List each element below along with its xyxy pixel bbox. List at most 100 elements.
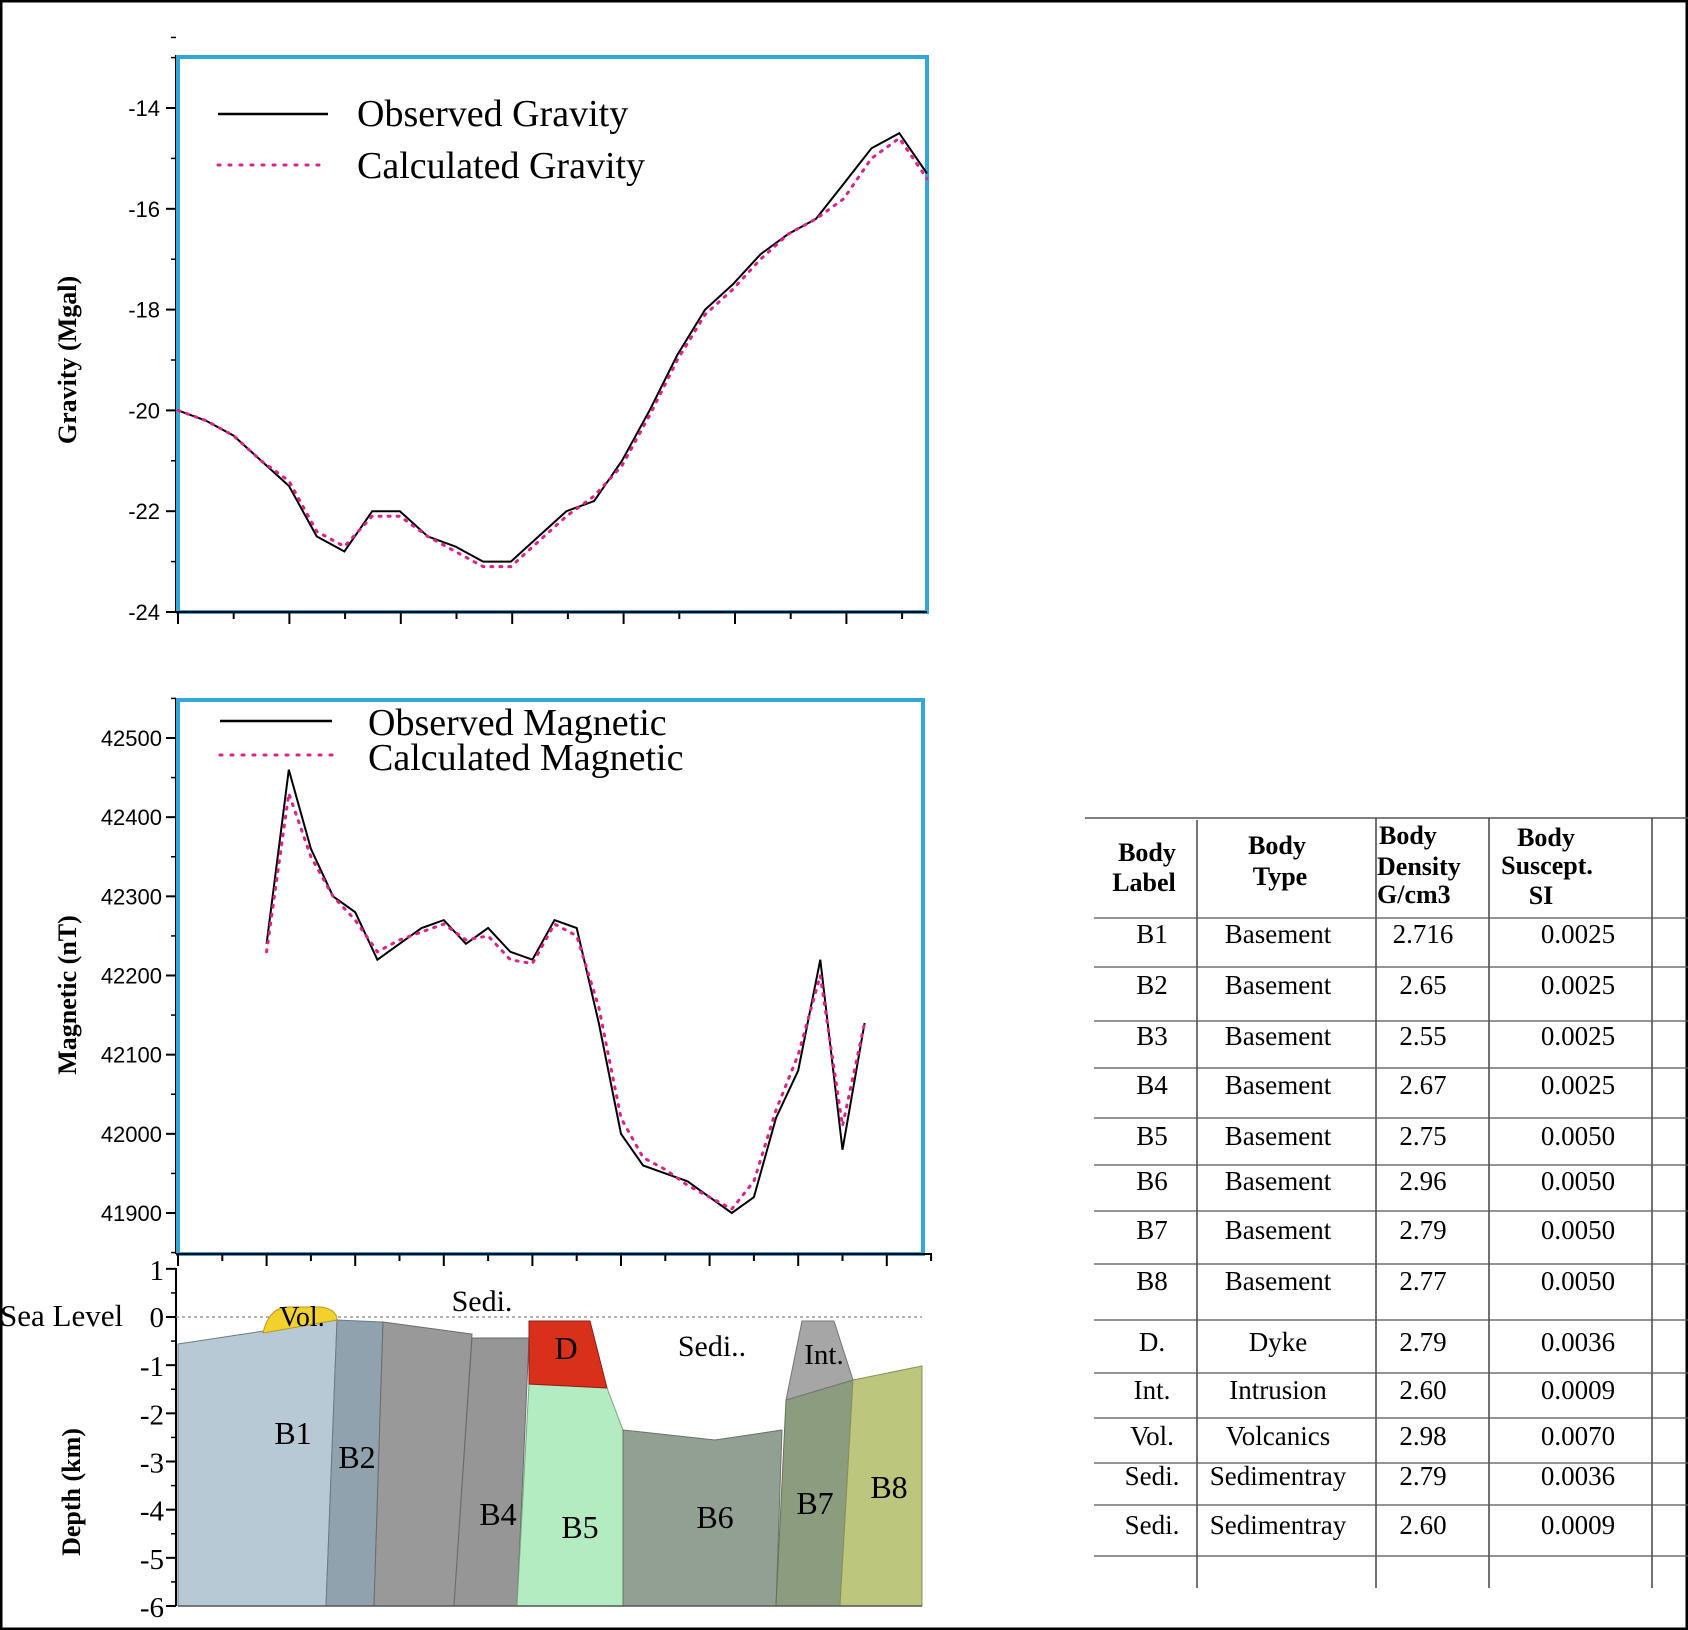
table-cell: 2.77 — [1399, 1266, 1446, 1296]
table-row: B4 Basement 2.67 0.0025 — [1136, 1070, 1615, 1100]
gravity-y-tick-label: -24 — [128, 600, 160, 625]
table-row: D. Dyke 2.79 0.0036 — [1139, 1327, 1615, 1357]
table-cell: 0.0050 — [1541, 1166, 1615, 1196]
depth-y-tick-label: 0 — [150, 1302, 165, 1334]
header-type-line2: Type — [1253, 862, 1307, 891]
magnetic-y-tick-label: 42400 — [101, 805, 162, 830]
header-suscept-line1: Body — [1517, 823, 1575, 852]
area-label-sedi-upper: Sedi. — [452, 1285, 513, 1318]
depth-y-tick-label: -2 — [140, 1399, 164, 1431]
magnetic-y-tick-label: 42200 — [101, 964, 162, 989]
table-cell: Basement — [1225, 1021, 1332, 1051]
magnetic-legend: Observed Magnetic Calculated Magnetic — [218, 702, 684, 779]
depth-y-tick-label: -4 — [140, 1496, 165, 1528]
table-cell: Sedi. — [1125, 1461, 1180, 1491]
table-cell: 0.0050 — [1541, 1215, 1615, 1245]
body-b5 — [516, 1383, 624, 1607]
table-cell: 2.67 — [1399, 1070, 1446, 1100]
body-label-d: D — [554, 1330, 577, 1366]
header-label-line2: Label — [1112, 868, 1176, 897]
table-cell: 0.0036 — [1541, 1461, 1615, 1491]
body-label-b8: B8 — [870, 1469, 907, 1505]
table-cell: B5 — [1136, 1121, 1168, 1151]
table-row: B8 Basement 2.77 0.0050 — [1136, 1266, 1615, 1296]
gravity-y-tick-label: -14 — [128, 96, 160, 121]
table-cell: Sedi. — [1125, 1510, 1180, 1540]
body-vol — [262, 1306, 338, 1334]
depth-y-tick-label: 1 — [150, 1255, 165, 1287]
body-label-b4: B4 — [479, 1496, 516, 1532]
table-cell: 0.0050 — [1541, 1266, 1615, 1296]
body-label-b2: B2 — [338, 1439, 375, 1475]
table-row: B5 Basement 2.75 0.0050 — [1136, 1121, 1615, 1151]
properties-table: Body Label Body Type Body Density G/cm3 … — [1085, 817, 1688, 1588]
gravity-y-tick-label: -22 — [128, 499, 160, 524]
table-cell: 2.96 — [1399, 1166, 1446, 1196]
table-row: Sedi. Sedimentray 2.79 0.0036 — [1125, 1461, 1616, 1491]
gravity-series-observed — [177, 131, 928, 563]
body-b6 — [622, 1429, 783, 1607]
table-row: B1 Basement 2.716 0.0025 — [1136, 919, 1615, 949]
magnetic-y-tick-label: 42500 — [101, 726, 162, 751]
depth-section: 1 0 -1 -2 -3 -4 -5 -6 Depth (km) Sea Level B1 B… — [0, 1255, 923, 1624]
header-suscept-line3: SI — [1529, 881, 1554, 910]
table-cell: B8 — [1136, 1266, 1168, 1296]
magnetic-y-tick-label: 42300 — [101, 884, 162, 909]
table-cell: B7 — [1136, 1215, 1168, 1245]
table-cell: 0.0050 — [1541, 1121, 1615, 1151]
magnetic-series-calculated — [265, 792, 867, 1211]
table-cell: 0.0025 — [1541, 1021, 1615, 1051]
depth-y-tick-label: -5 — [140, 1544, 164, 1576]
legend-label-observed-magnetic: Observed Magnetic — [368, 702, 667, 744]
legend-label-calculated-magnetic: Calculated Magnetic — [368, 737, 684, 779]
magnetic-y-axis-title: Magnetic (nT) — [53, 915, 82, 1075]
table-cell: 2.60 — [1399, 1375, 1446, 1405]
gravity-series-calculated — [176, 136, 929, 569]
table-cell: D. — [1139, 1327, 1165, 1357]
gravity-y-axis-title: Gravity (Mgal) — [53, 276, 82, 444]
table-cell: 0.0009 — [1541, 1510, 1615, 1540]
gravity-y-tick-label: -20 — [128, 398, 160, 423]
area-label-sedi-lower: Sedi.. — [678, 1330, 746, 1363]
table-cell: B2 — [1136, 970, 1168, 1000]
table-cell: 0.0025 — [1541, 970, 1615, 1000]
header-density-line1: Body — [1379, 821, 1437, 850]
table-cell: 2.79 — [1399, 1327, 1446, 1357]
sea-level-label: Sea Level — [0, 1298, 123, 1333]
table-cell: 0.0036 — [1541, 1327, 1615, 1357]
table-cell: Basement — [1225, 1215, 1332, 1245]
magnetic-chart: 42500 42400 42300 42200 42100 42000 41900 Magn… — [53, 697, 933, 1266]
body-label-vol: Vol. — [279, 1302, 324, 1333]
table-cell: 2.65 — [1399, 970, 1446, 1000]
table-cell: Basement — [1225, 1121, 1332, 1151]
table-cell: Int. — [1134, 1375, 1171, 1405]
magnetic-y-tick-label: 41900 — [101, 1201, 162, 1226]
header-label-line1: Body — [1118, 838, 1176, 867]
table-row: Vol. Volcanics 2.98 0.0070 — [1130, 1421, 1615, 1451]
depth-y-axis-title: Depth (km) — [57, 1428, 86, 1556]
gravity-legend: Observed Gravity Calculated Gravity — [216, 93, 645, 187]
table-cell: Basement — [1225, 970, 1332, 1000]
table-row: B7 Basement 2.79 0.0050 — [1136, 1215, 1615, 1245]
table-cell: 2.60 — [1399, 1510, 1446, 1540]
body-label-b6: B6 — [696, 1499, 733, 1535]
header-density-line3: G/cm3 — [1377, 880, 1451, 909]
table-cell: Basement — [1225, 919, 1332, 949]
table-cell: Basement — [1225, 1070, 1332, 1100]
table-row: B6 Basement 2.96 0.0050 — [1136, 1166, 1615, 1196]
table-cell: 2.98 — [1399, 1421, 1446, 1451]
table-cell: B1 — [1136, 919, 1168, 949]
body-label-b1: B1 — [274, 1415, 311, 1451]
magnetic-y-tick-label: 42100 — [101, 1043, 162, 1068]
gravity-y-tick-label: -16 — [128, 197, 160, 222]
table-cell: 0.0009 — [1541, 1375, 1615, 1405]
table-cell: Vol. — [1130, 1421, 1174, 1451]
table-cell: 0.0025 — [1541, 919, 1615, 949]
table-row: B2 Basement 2.65 0.0025 — [1136, 970, 1615, 1000]
body-b1 — [177, 1319, 338, 1607]
table-cell: Sedimentray — [1210, 1461, 1347, 1491]
magnetic-y-tick-label: 42000 — [101, 1122, 162, 1147]
table-cell: Volcanics — [1226, 1421, 1330, 1451]
table-cell: B3 — [1136, 1021, 1168, 1051]
